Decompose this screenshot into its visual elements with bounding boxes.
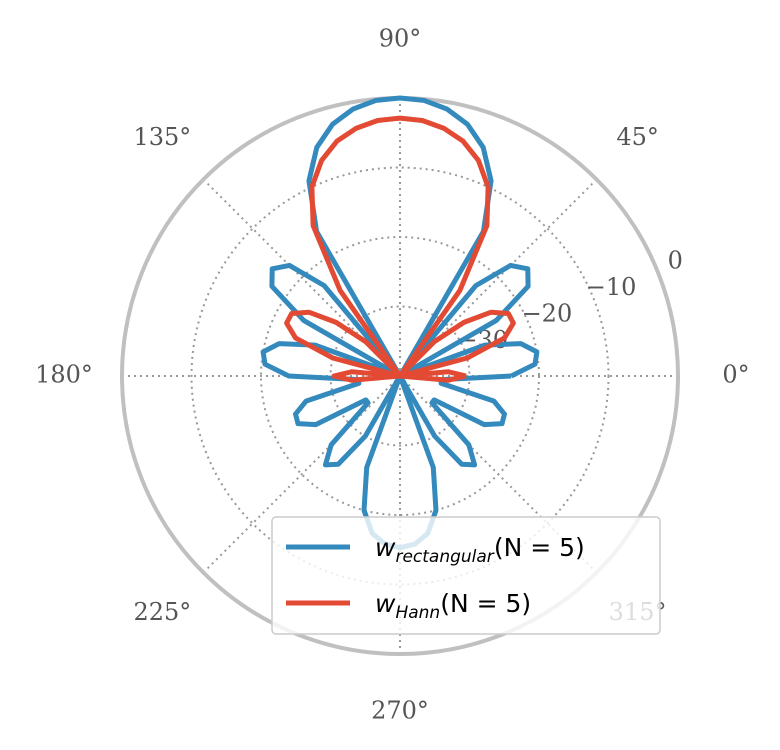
grid-line [202,178,401,377]
theta-tick-label: 45° [616,123,659,151]
legend-label-main: w [375,533,396,562]
r-tick-label: 0 [668,246,683,274]
theta-tick-label: 135° [134,123,192,151]
theta-tick-label: 0° [722,361,749,389]
legend: wrectangular(N = 5)wHann(N = 5) [271,516,661,635]
legend-label-suffix: (N = 5) [494,533,585,562]
theta-tick-label: 90° [379,25,422,53]
r-tick-label: −10 [586,273,637,301]
legend-label-sub: rectangular [395,547,494,567]
legend-label-sub: Hann [395,603,440,623]
grid-ring [260,236,540,516]
legend-box [271,516,661,635]
theta-tick-label: 225° [134,598,192,626]
r-tick-label: −20 [522,300,573,328]
legend-label: wHann(N = 5) [375,589,531,623]
grid-ring [190,166,610,586]
grid-line [202,375,401,574]
legend-label-suffix: (N = 5) [440,589,531,618]
series-line [284,115,516,383]
legend-label-main: w [375,589,396,618]
legend-label: wrectangular(N = 5) [375,533,585,567]
theta-tick-label: 180° [35,361,93,389]
theta-tick-label: 270° [371,697,429,725]
